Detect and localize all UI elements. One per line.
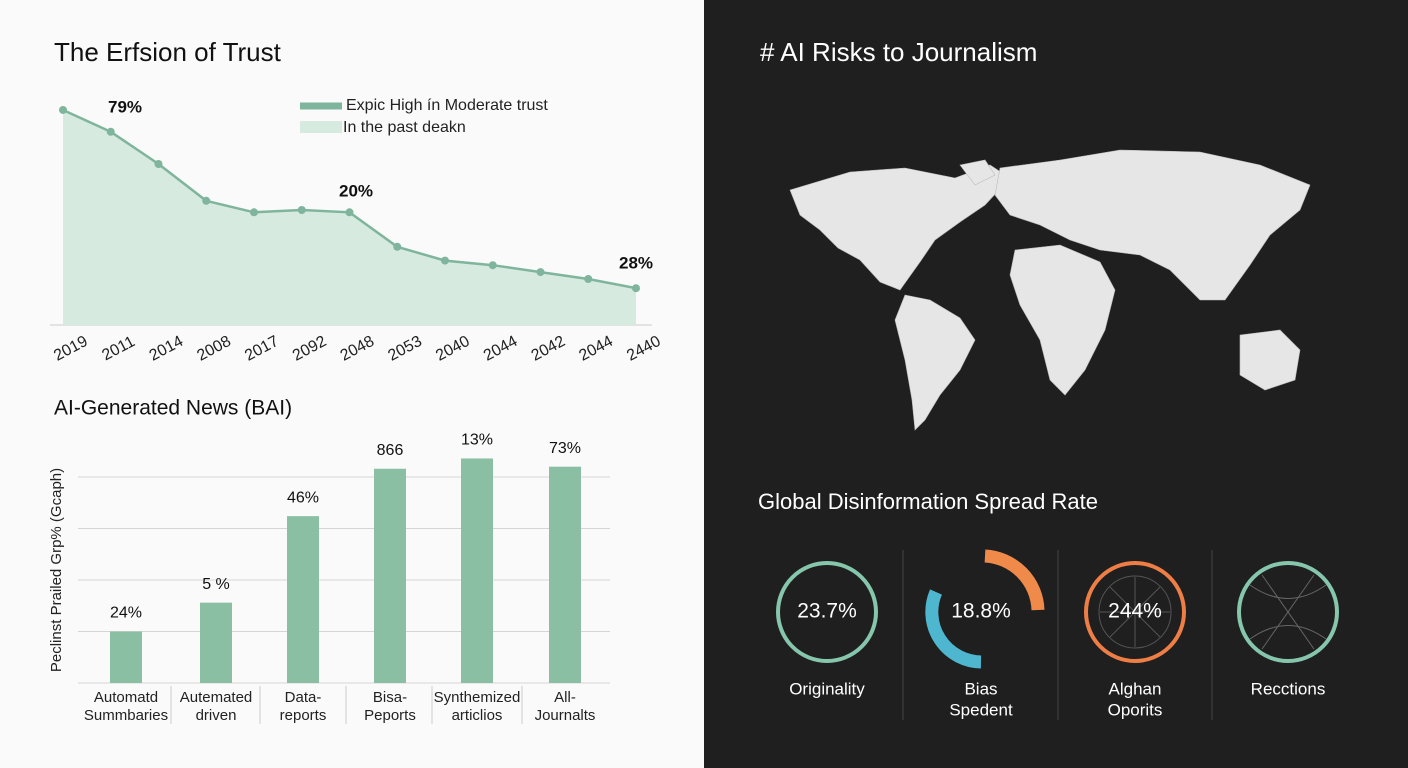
- point: [297, 206, 306, 214]
- point: [584, 275, 593, 283]
- gauge-label: Originality: [789, 679, 865, 698]
- x-tick-label: Journalts: [535, 707, 596, 724]
- annotation: 28%: [619, 253, 653, 272]
- bar: [461, 458, 493, 683]
- bar-label: 24%: [110, 605, 142, 622]
- panel-subtitle: Global Disinformation Spread Rate: [758, 489, 1098, 514]
- legend-label: Expic High ín Moderate trust: [346, 97, 548, 114]
- chart-title: AI-Generated News (BAI): [54, 397, 292, 420]
- bar-label: 46%: [287, 489, 319, 506]
- gauge-label: Oporits: [1108, 700, 1163, 719]
- gauge-label: Bias: [964, 679, 997, 698]
- bar: [287, 516, 319, 683]
- point: [59, 105, 67, 114]
- point: [202, 196, 211, 205]
- x-tick-label: Bisa-: [373, 689, 407, 706]
- gauge-value: 244%: [1108, 600, 1162, 623]
- point: [632, 284, 640, 293]
- bar-label: 5 %: [202, 576, 230, 593]
- bar-label: 866: [377, 442, 404, 459]
- gauge-value: 23.7%: [797, 600, 857, 623]
- point: [250, 208, 258, 217]
- point: [488, 261, 497, 270]
- x-tick-label: Synthemized: [434, 689, 521, 706]
- legend-swatch: [300, 121, 342, 133]
- gauge-rings: [776, 549, 1339, 669]
- gauge-label: Recctions: [1251, 679, 1326, 698]
- separators: [902, 550, 1213, 720]
- x-tick-label: Autemated: [180, 689, 253, 706]
- y-axis-label: Peclinst Prailed Grp% (Gcaph): [48, 468, 65, 672]
- annotation: 20%: [339, 181, 373, 200]
- point: [154, 160, 163, 168]
- bar: [110, 631, 142, 683]
- bar-label: 73%: [549, 440, 581, 457]
- area: [63, 109, 636, 325]
- gauge-value: 18.8%: [951, 600, 1011, 623]
- point: [441, 256, 449, 265]
- point: [345, 208, 354, 217]
- chart-title: The Erfsion of Trust: [54, 37, 282, 67]
- legend-label: In the past deakn: [343, 119, 466, 136]
- bar: [200, 602, 232, 683]
- x-tick-label: Peports: [364, 707, 416, 724]
- x-tick-label: Data-: [285, 689, 322, 706]
- left-panel: [0, 0, 704, 768]
- gauge-label: Spedent: [949, 700, 1013, 719]
- x-tick-label: articlios: [452, 707, 503, 724]
- world-map: [789, 149, 1311, 431]
- x-tick-label: driven: [196, 707, 237, 724]
- bar: [374, 468, 406, 683]
- gauge-label: Alghan: [1109, 679, 1162, 698]
- bar-label: 13%: [461, 432, 493, 449]
- x-tick-label: reports: [280, 707, 327, 724]
- x-tick-label: Summbaries: [84, 707, 168, 724]
- x-tick-label: All-: [554, 689, 576, 706]
- annotation: 79%: [108, 97, 142, 116]
- x-tick-label: Automatd: [94, 689, 158, 706]
- point: [106, 127, 115, 136]
- bar: [549, 466, 581, 683]
- point: [393, 242, 402, 251]
- point: [536, 268, 545, 277]
- panel-title: # AI Risks to Journalism: [760, 37, 1037, 67]
